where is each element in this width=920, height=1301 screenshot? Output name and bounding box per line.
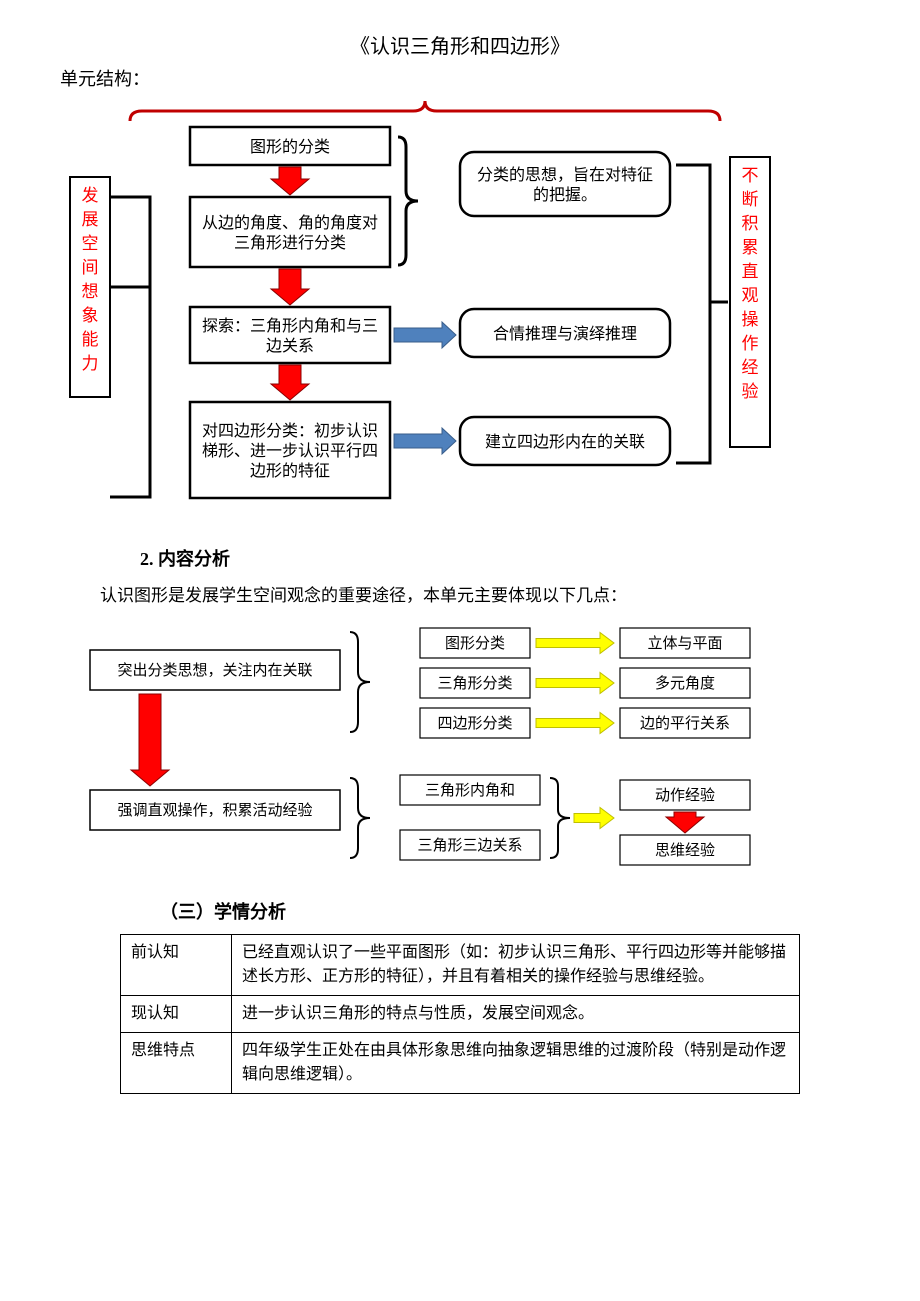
table-row: 现认知进一步认识三角形的特点与性质，发展空间观念。 xyxy=(121,996,800,1033)
svg-text:四边形分类: 四边形分类 xyxy=(437,715,512,732)
table-cell-key: 思维特点 xyxy=(121,1033,232,1094)
svg-text:思维经验: 思维经验 xyxy=(655,842,715,859)
svg-text:三角形分类: 三角形分类 xyxy=(437,675,512,692)
table-cell-value: 已经直观认识了一些平面图形（如：初步认识三角形、平行四边形等并能够描述长方形、正… xyxy=(232,935,800,996)
svg-text:多元角度: 多元角度 xyxy=(655,675,715,692)
svg-text:图形分类: 图形分类 xyxy=(445,635,505,652)
learner-analysis-table: 前认知已经直观认识了一些平面图形（如：初步认识三角形、平行四边形等并能够描述长方… xyxy=(120,934,800,1094)
table-cell-value: 四年级学生正处在由具体形象思维向抽象逻辑思维的过渡阶段（特别是动作逻辑向思维逻辑… xyxy=(232,1033,800,1094)
section-2-heading: 2. 内容分析 xyxy=(140,545,860,571)
unit-structure-diagram: 发展空间想象能力不断积累直观操作经验图形的分类从边的角度、角的角度对三角形进行分… xyxy=(60,97,830,527)
content-analysis-diagram: 突出分类思想，关注内在关联强调直观操作，积累活动经验 图形分类 立体与平面三角形分类… xyxy=(60,620,830,880)
svg-text:图形的分类: 图形的分类 xyxy=(250,138,330,156)
page-title: 《认识三角形和四边形》 xyxy=(60,30,860,59)
svg-text:动作经验: 动作经验 xyxy=(655,787,715,804)
svg-text:立体与平面: 立体与平面 xyxy=(647,635,722,652)
unit-structure-label: 单元结构： xyxy=(60,65,860,91)
svg-text:强调直观操作，积累活动经验: 强调直观操作，积累活动经验 xyxy=(117,802,312,819)
section-3-heading: （三）学情分析 xyxy=(160,898,860,924)
svg-text:三角形三边关系: 三角形三边关系 xyxy=(417,837,522,854)
svg-text:建立四边形内在的关联: 建立四边形内在的关联 xyxy=(485,433,645,451)
svg-text:合情推理与演绎推理: 合情推理与演绎推理 xyxy=(493,325,637,343)
table-row: 前认知已经直观认识了一些平面图形（如：初步认识三角形、平行四边形等并能够描述长方… xyxy=(121,935,800,996)
section-2-paragraph: 认识图形是发展学生空间观念的重要途径，本单元主要体现以下几点： xyxy=(100,581,860,606)
table-cell-key: 前认知 xyxy=(121,935,232,996)
svg-text:突出分类思想，关注内在关联: 突出分类思想，关注内在关联 xyxy=(117,662,312,679)
svg-text:边的平行关系: 边的平行关系 xyxy=(640,715,730,732)
svg-text:三角形内角和: 三角形内角和 xyxy=(425,782,515,799)
table-cell-value: 进一步认识三角形的特点与性质，发展空间观念。 xyxy=(232,996,800,1033)
table-cell-key: 现认知 xyxy=(121,996,232,1033)
table-row: 思维特点四年级学生正处在由具体形象思维向抽象逻辑思维的过渡阶段（特别是动作逻辑向… xyxy=(121,1033,800,1094)
